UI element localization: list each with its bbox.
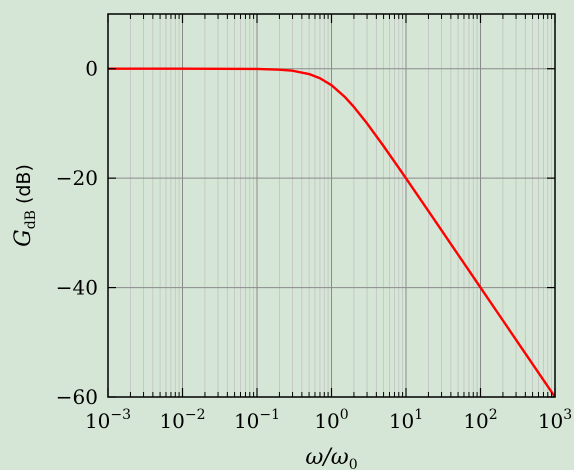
- x-tick-labels: 10−3 10−2 10−1 100 101 102 103: [85, 407, 572, 433]
- y-axis-title-unit: (dB): [13, 164, 35, 204]
- x-tick-label-exponent: 2: [489, 407, 498, 423]
- x-tick-label: 10−3: [85, 407, 131, 433]
- x-tick-label-exponent: 1: [414, 407, 423, 423]
- y-tick-label: −60: [56, 385, 98, 409]
- x-tick-label: 10−2: [159, 407, 205, 433]
- series-line: [108, 67, 556, 398]
- y-tick-labels: 0 −20 −40 −60: [56, 57, 98, 409]
- x-tick-label: 103: [538, 407, 572, 433]
- x-tick-label-base: 10: [234, 409, 259, 433]
- x-tick-label: 102: [463, 407, 497, 433]
- x-tick-label-base: 10: [463, 409, 488, 433]
- x-tick-label-exponent: −2: [185, 407, 206, 423]
- x-axis-title-main: ω/ω: [305, 445, 348, 470]
- axis-ticks: [107, 14, 556, 398]
- x-tick-label-exponent: −1: [259, 407, 280, 423]
- x-tick-label: 10−1: [234, 407, 280, 433]
- y-axis-title: GdB (dB): [11, 164, 39, 247]
- series-group: [108, 67, 556, 398]
- x-tick-label-exponent: −3: [110, 407, 131, 423]
- x-tick-label-base: 10: [159, 409, 184, 433]
- x-tick-label: 101: [389, 407, 423, 433]
- x-tick-label-exponent: 3: [563, 407, 572, 423]
- y-axis-title-main: G: [11, 229, 36, 247]
- y-axis-title-sub: dB: [23, 210, 39, 229]
- x-tick-label-base: 10: [314, 409, 339, 433]
- x-axis-title: ω/ω0: [305, 445, 357, 470]
- x-tick-label-exponent: 0: [340, 407, 349, 423]
- y-tick-label: 0: [85, 57, 98, 81]
- y-tick-label: −40: [56, 276, 98, 300]
- x-axis-title-sub: 0: [349, 457, 358, 470]
- x-tick-label-base: 10: [538, 409, 563, 433]
- x-tick-label-base: 10: [389, 409, 414, 433]
- minor-grid: [130, 14, 552, 397]
- x-tick-label: 100: [314, 407, 348, 433]
- y-tick-label: −20: [56, 166, 98, 190]
- x-tick-label-base: 10: [85, 409, 110, 433]
